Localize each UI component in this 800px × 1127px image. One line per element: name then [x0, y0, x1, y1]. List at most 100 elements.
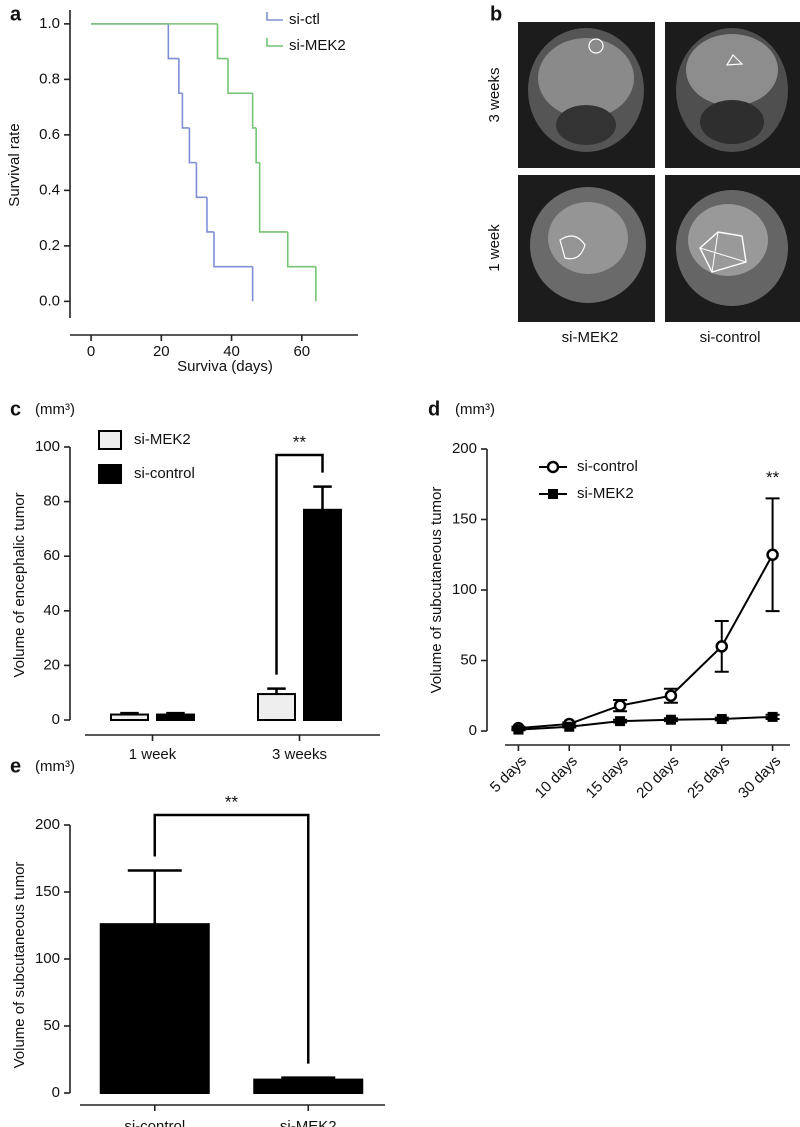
significance-bracket — [275, 453, 324, 675]
y-axis-label: Survival rate — [6, 123, 23, 206]
mri-tumor-outline — [559, 235, 586, 260]
significance-label: ** — [293, 432, 307, 451]
x-tick-label: 20 days — [633, 753, 682, 802]
marker — [716, 714, 727, 725]
survival-step — [258, 162, 288, 233]
x-tick-label: 20 — [153, 343, 170, 360]
y-tick-label: 100 — [35, 950, 60, 967]
marker — [513, 724, 524, 735]
survival-step — [195, 162, 207, 199]
marker — [615, 716, 626, 727]
x-tick-label: 10 days — [532, 753, 581, 802]
panel-label: e — [10, 755, 21, 777]
mri-brain — [538, 38, 634, 118]
y-tick-label: 1.0 — [39, 15, 60, 32]
x-axis-label: Surviva (days) — [177, 358, 273, 375]
significance-label: ** — [766, 468, 780, 487]
survival-step — [227, 58, 253, 95]
series-line — [518, 554, 774, 730]
marker — [766, 548, 779, 561]
legend-label: si-ctl — [289, 11, 320, 28]
marker — [767, 711, 778, 722]
y-tick-label: 20 — [43, 656, 60, 673]
legend-label: si-control — [577, 458, 638, 475]
bar — [303, 508, 342, 722]
survival-step — [206, 197, 214, 233]
legend-swatch — [98, 430, 122, 450]
legend-label: si-MEK2 — [577, 485, 634, 502]
x-tick-label: 15 days — [583, 753, 632, 802]
bar — [257, 693, 296, 722]
survival-step — [167, 23, 179, 60]
survival-step — [188, 127, 197, 164]
x-tick-label: 1 week — [129, 746, 177, 763]
series-line — [518, 715, 773, 731]
marker — [665, 714, 676, 725]
mri-brain — [688, 204, 768, 276]
y-tick-label: 0.8 — [39, 70, 60, 87]
mri-brain — [548, 202, 628, 274]
mri-brain — [686, 34, 778, 106]
y-tick-label: 50 — [43, 1017, 60, 1034]
legend-label: si-MEK2 — [289, 37, 346, 54]
mri-images — [518, 22, 800, 322]
marker — [548, 489, 558, 499]
y-axis-label: Volume of encephalic tumor — [11, 492, 28, 677]
y-tick-label: 0.6 — [39, 126, 60, 143]
legend-label: si-MEK2 — [134, 431, 191, 448]
panel-label: b — [490, 3, 502, 25]
bar — [99, 923, 210, 1094]
survival-step — [178, 58, 183, 95]
x-tick-label: 40 — [223, 343, 240, 360]
unit-label: (mm³) — [455, 401, 495, 418]
y-tick-label: 100 — [35, 438, 60, 455]
y-tick-label: 0 — [52, 711, 60, 728]
row-label: 1 week — [486, 224, 503, 272]
y-tick-label: 0 — [469, 722, 477, 739]
bar — [156, 713, 195, 721]
x-tick-label: 60 — [293, 343, 310, 360]
legend-line — [266, 12, 283, 21]
mri-tumor-outline — [588, 38, 604, 54]
bar — [253, 1078, 364, 1094]
mri-tumor-measure — [699, 231, 747, 273]
y-tick-label: 150 — [452, 510, 477, 527]
marker — [564, 721, 575, 732]
y-tick-label: 100 — [452, 581, 477, 598]
marker — [613, 699, 627, 712]
x-tick-label: 30 days — [735, 753, 784, 802]
y-tick-label: 0.2 — [39, 237, 60, 254]
y-tick-label: 0 — [52, 1084, 60, 1101]
y-tick-label: 80 — [43, 493, 60, 510]
y-axis-label: Volume of subcutaneous tumor — [11, 862, 28, 1069]
survival-step — [255, 127, 260, 164]
y-tick-label: 150 — [35, 883, 60, 900]
unit-label: (mm³) — [35, 758, 75, 775]
marker — [664, 689, 678, 702]
y-axis-label: Volume of subcutaneous tumor — [428, 487, 445, 694]
y-tick-label: 0.4 — [39, 181, 60, 198]
y-tick-label: 200 — [452, 440, 477, 457]
significance-bracket — [153, 813, 310, 1064]
panel-label: d — [428, 398, 440, 420]
y-tick-label: 60 — [43, 547, 60, 564]
legend-label: si-control — [134, 465, 195, 482]
marker — [546, 460, 560, 474]
x-tick-label: 3 weeks — [272, 746, 327, 763]
column-label: si-MEK2 — [562, 329, 619, 346]
significance-label: ** — [225, 792, 239, 811]
survival-step — [286, 231, 316, 268]
mri-tumor-outline — [699, 231, 747, 273]
legend-line — [266, 38, 283, 47]
bar — [110, 713, 149, 721]
unit-label: (mm³) — [35, 401, 75, 418]
x-tick-label: si-control — [124, 1118, 185, 1127]
survival-step — [213, 231, 253, 268]
x-tick-label: 25 days — [684, 753, 733, 802]
column-label: si-control — [700, 329, 761, 346]
survival-step — [216, 23, 229, 60]
survival-step — [251, 93, 257, 129]
y-tick-label: 40 — [43, 602, 60, 619]
